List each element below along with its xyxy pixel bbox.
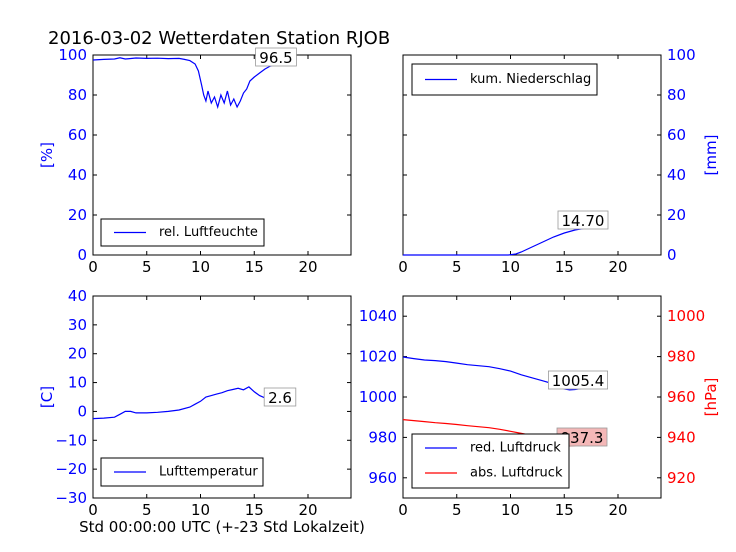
plot-frame [92, 295, 352, 499]
panel-top-left: 0 5 10 15 20 0 20 40 60 80 100 [%] 96.5 rel. Luftfeuc… [38, 46, 352, 276]
x-tick-label: 0 [398, 258, 408, 276]
y-tick-label-left: 0 [77, 402, 87, 420]
legend-box [100, 218, 265, 247]
x-tick-label: 10 [191, 258, 210, 276]
y-axis-label-right: [hPa] [702, 378, 720, 417]
x-axis-label: Std 00:00:00 UTC (+-23 Std Lokalzeit) [79, 518, 365, 536]
y-axis-label-right: [mm] [702, 135, 720, 176]
y-tick-label-left: 80 [68, 86, 87, 104]
panel-bottom-left: 0 5 10 15 20 −30 −20 −10 0 10 20 30 40 [C] 2.6 Lufttemp… [38, 287, 352, 519]
y-tick-label-left: −10 [55, 431, 87, 449]
y-axis-label-left: [C] [38, 386, 56, 408]
y-tick-label-right: 0 [667, 246, 677, 264]
x-tick-label: 15 [245, 501, 264, 519]
y-tick-label-left: 10 [68, 374, 87, 392]
y-tick-label-left: 30 [68, 316, 87, 334]
value-annotation: 1005.4 [552, 372, 605, 390]
annotation-box [548, 370, 609, 390]
series-line-0 [92, 386, 292, 420]
x-tick-label: 5 [452, 501, 462, 519]
x-tick-label: 15 [555, 258, 574, 276]
x-tick-label: 10 [501, 258, 520, 276]
y-tick-label-right: 80 [667, 86, 686, 104]
x-tick-label: 5 [452, 258, 462, 276]
legend-label: red. Luftdruck [470, 441, 561, 456]
y-tick-label-right: 960 [667, 388, 696, 406]
legend-box [411, 433, 570, 489]
y-tick-label-left: 1000 [359, 388, 397, 406]
y-tick-label-left: 20 [68, 345, 87, 363]
y-tick-label-left: 0 [77, 246, 87, 264]
plot-frame [402, 54, 662, 256]
panel-top-right: 0 5 10 15 20 0 20 40 60 80 100 [mm] 14.70 kum. Nieder… [398, 46, 720, 276]
y-tick-label-left: 1020 [359, 348, 397, 366]
x-tick-label: 20 [298, 501, 317, 519]
value-annotation: 937.3 [561, 429, 604, 447]
annotation-box [557, 210, 609, 230]
value-annotation: 14.70 [562, 212, 605, 230]
y-tick-label-right: 40 [667, 166, 686, 184]
series-line-0 [403, 225, 603, 256]
series-line-0 [92, 57, 292, 110]
x-tick-label: 5 [142, 258, 152, 276]
y-tick-label-left: 1040 [359, 307, 397, 325]
y-tick-label-right: 940 [667, 428, 696, 446]
x-tick-label: 5 [142, 501, 152, 519]
x-tick-label: 0 [398, 501, 408, 519]
y-tick-label-left: −30 [55, 489, 87, 507]
annotation-box [255, 47, 297, 67]
x-tick-label: 20 [298, 258, 317, 276]
y-tick-label-left: 60 [68, 126, 87, 144]
x-tick-label: 10 [191, 501, 210, 519]
y-tick-label-right: 20 [667, 206, 686, 224]
figure-title: 2016-03-02 Wetterdaten Station RJOB [48, 28, 390, 49]
y-tick-label-left: 40 [68, 287, 87, 305]
legend-label: abs. Luftdruck [470, 466, 563, 481]
y-tick-label-right: 60 [667, 126, 686, 144]
legend-label: Lufttemperatur [159, 465, 258, 480]
value-annotation: 96.5 [259, 49, 292, 67]
panel-bottom-right: 0 5 10 15 20 960 980 1000 1020 1040 920 940 960 980 10… [359, 295, 720, 519]
annotation-box [263, 387, 297, 407]
y-tick-label-right: 920 [667, 469, 696, 487]
y-tick-label-right: 1000 [667, 307, 705, 325]
y-tick-label-right: 980 [667, 348, 696, 366]
x-tick-label: 0 [88, 501, 98, 519]
x-tick-label: 15 [555, 501, 574, 519]
legend-label: kum. Niederschlag [470, 72, 591, 87]
value-annotation: 2.6 [268, 389, 292, 407]
y-tick-label-right: 100 [667, 46, 696, 64]
y-tick-label-left: 100 [58, 46, 87, 64]
y-axis-label-left: [%] [38, 142, 56, 168]
x-tick-label: 15 [245, 258, 264, 276]
x-tick-label: 20 [608, 501, 627, 519]
x-tick-label: 20 [608, 258, 627, 276]
y-tick-label-left: 960 [368, 469, 397, 487]
y-tick-label-left: 20 [68, 206, 87, 224]
y-tick-label-left: 980 [368, 428, 397, 446]
y-tick-label-left: 40 [68, 166, 87, 184]
legend-label: rel. Luftfeuchte [159, 225, 258, 240]
y-tick-label-left: −20 [55, 460, 87, 478]
plot-frame [92, 54, 352, 256]
x-tick-label: 10 [501, 501, 520, 519]
x-tick-label: 0 [88, 258, 98, 276]
